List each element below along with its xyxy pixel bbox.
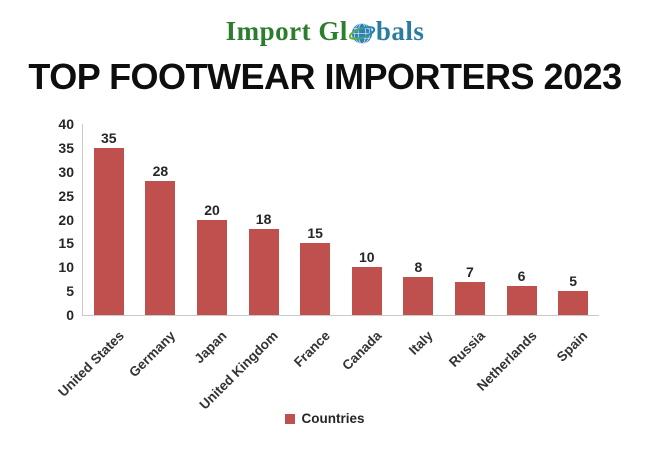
bar-column: 28 bbox=[135, 124, 187, 315]
bar-value-label: 35 bbox=[101, 129, 117, 146]
bar bbox=[300, 243, 331, 315]
category-label: Spain bbox=[554, 328, 591, 365]
globe-icon bbox=[348, 16, 376, 46]
bar-value-label: 28 bbox=[152, 163, 169, 180]
bar-column: 10 bbox=[341, 124, 393, 315]
bar-value-label: 7 bbox=[466, 263, 474, 280]
bar-value-label: 6 bbox=[517, 268, 526, 285]
y-axis-tick-label: 20 bbox=[58, 211, 74, 228]
category-cell: Netherlands bbox=[473, 318, 547, 404]
category-label: Russia bbox=[445, 328, 488, 370]
bars: 35 28 20 18 15 10 8 7 6 5 bbox=[83, 124, 599, 315]
y-axis-tick-label: 25 bbox=[58, 187, 74, 204]
logo: Import Gl bals bbox=[0, 16, 650, 47]
bar-value-label: 8 bbox=[414, 258, 423, 275]
page-title: TOP FOOTWEAR IMPORTERS 2023 bbox=[28, 56, 622, 97]
bar bbox=[248, 229, 279, 315]
category-cell: United States bbox=[55, 318, 134, 404]
category-cell: Italy bbox=[392, 318, 444, 404]
category-cell: France bbox=[288, 318, 340, 404]
bar bbox=[454, 281, 485, 315]
bar-value-label: 20 bbox=[204, 201, 220, 218]
bar bbox=[196, 219, 227, 315]
y-axis-tick-label: 15 bbox=[58, 235, 74, 252]
category-label: France bbox=[290, 328, 333, 370]
bar-column: 35 bbox=[83, 124, 135, 315]
y-axis-tick-label: 40 bbox=[58, 116, 74, 132]
plot-area: 0 5 10 15 20 25 30 35 40 35 28 20 18 15 10 8 7 6 5 bbox=[58, 116, 599, 323]
bar-column: 15 bbox=[289, 124, 341, 315]
bar-column: 5 bbox=[547, 124, 599, 315]
y-axis-tick-label: 5 bbox=[66, 283, 74, 300]
bar-column: 6 bbox=[496, 124, 548, 315]
legend-label: Countries bbox=[301, 411, 365, 426]
y-axis-tick-label: 0 bbox=[66, 307, 74, 323]
bar-column: 18 bbox=[238, 124, 290, 315]
bar bbox=[403, 276, 434, 315]
bar-column: 7 bbox=[444, 124, 496, 315]
bar-value-label: 10 bbox=[358, 249, 375, 266]
category-label: Japan bbox=[191, 328, 230, 367]
bar bbox=[558, 291, 589, 315]
bar bbox=[145, 181, 176, 315]
y-axis-tick-label: 30 bbox=[58, 163, 74, 180]
category-cell: United Kingdom bbox=[197, 318, 289, 412]
bar-column: 8 bbox=[393, 124, 445, 315]
logo-text-right: bals bbox=[375, 16, 425, 46]
bar bbox=[93, 147, 124, 315]
y-axis: 0 5 10 15 20 25 30 35 40 bbox=[34, 116, 74, 323]
bar bbox=[506, 286, 537, 315]
legend-swatch bbox=[285, 413, 296, 424]
category-cell: Canada bbox=[339, 318, 392, 404]
category-label: United States bbox=[54, 328, 127, 400]
category-label: Italy bbox=[406, 328, 436, 358]
legend: Countries bbox=[0, 411, 650, 426]
bar-value-label: 15 bbox=[307, 225, 323, 242]
category-labels: United States Germany Japan United Kingdom F… bbox=[55, 318, 598, 412]
bar bbox=[351, 267, 382, 315]
y-axis-tick-label: 10 bbox=[58, 259, 74, 276]
logo-text-left: Import Gl bbox=[225, 16, 348, 46]
bar-value-label: 5 bbox=[569, 273, 578, 290]
category-label: Canada bbox=[339, 328, 385, 374]
bar-column: 20 bbox=[186, 124, 238, 315]
category-cell: Germany bbox=[126, 318, 186, 404]
category-cell: Spain bbox=[546, 318, 598, 404]
bar-value-label: 18 bbox=[255, 211, 272, 228]
category-label: Germany bbox=[126, 328, 178, 380]
y-axis-tick-label: 35 bbox=[58, 139, 74, 156]
